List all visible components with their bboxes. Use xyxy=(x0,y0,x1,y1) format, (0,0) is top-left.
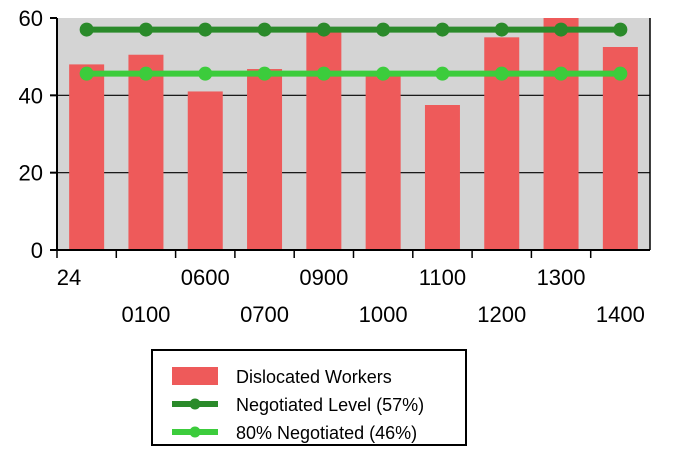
line-point xyxy=(435,66,450,81)
legend: Dislocated Workers Negotiated Level (57%)… xyxy=(151,349,467,446)
x-tick-label: 0100 xyxy=(121,302,170,327)
line-point xyxy=(554,66,569,81)
x-tick-label: 1200 xyxy=(477,302,526,327)
line-point xyxy=(613,66,628,81)
y-tick-label: 60 xyxy=(19,6,43,31)
bar xyxy=(69,64,105,251)
line-point xyxy=(79,66,94,81)
x-tick-labels: 24 0100 0600 0700 0900 1000 1100 1200 1300 1400 xyxy=(57,265,645,327)
line-point xyxy=(198,22,213,37)
bar xyxy=(602,47,638,250)
bar xyxy=(128,54,164,250)
bar xyxy=(187,91,223,250)
legend-label: Negotiated Level (57%) xyxy=(236,395,424,415)
bar xyxy=(365,76,401,250)
line-point xyxy=(494,66,509,81)
legend-label: Dislocated Workers xyxy=(236,367,392,387)
line-point xyxy=(79,22,94,37)
legend-swatch xyxy=(172,367,218,385)
bar xyxy=(424,105,460,250)
bar xyxy=(306,31,342,251)
x-tick-label: 24 xyxy=(57,265,81,290)
line-point xyxy=(376,22,391,37)
x-tick-label: 0700 xyxy=(240,302,289,327)
line-series xyxy=(79,22,628,81)
x-tick-label: 1000 xyxy=(359,302,408,327)
line-point xyxy=(376,66,391,81)
bar xyxy=(247,69,283,250)
axes xyxy=(50,17,651,258)
y-tick-labels: 0 20 40 60 xyxy=(19,6,43,263)
y-tick-label: 0 xyxy=(31,238,43,263)
y-tick-label: 20 xyxy=(19,161,43,186)
legend-label: 80% Negotiated (46%) xyxy=(236,423,417,443)
x-tick-label: 1300 xyxy=(537,265,586,290)
line-point xyxy=(257,66,272,81)
bar-series xyxy=(69,18,638,251)
legend-marker xyxy=(189,426,201,438)
legend-marker xyxy=(189,398,201,410)
line-point xyxy=(257,22,272,37)
x-tick-label: 0600 xyxy=(181,265,230,290)
line-point xyxy=(494,22,509,37)
x-tick-label: 1100 xyxy=(419,265,466,290)
line-point xyxy=(138,66,153,81)
line-point xyxy=(554,22,569,37)
y-tick-label: 40 xyxy=(19,83,43,108)
line-point xyxy=(198,66,213,81)
x-tick-label: 1400 xyxy=(596,302,645,327)
line-point xyxy=(138,22,153,37)
line-point xyxy=(435,22,450,37)
x-tick-label: 0900 xyxy=(299,265,348,290)
bar xyxy=(543,18,579,250)
line-point xyxy=(316,66,331,81)
line-point xyxy=(316,22,331,37)
line-point xyxy=(613,22,628,37)
